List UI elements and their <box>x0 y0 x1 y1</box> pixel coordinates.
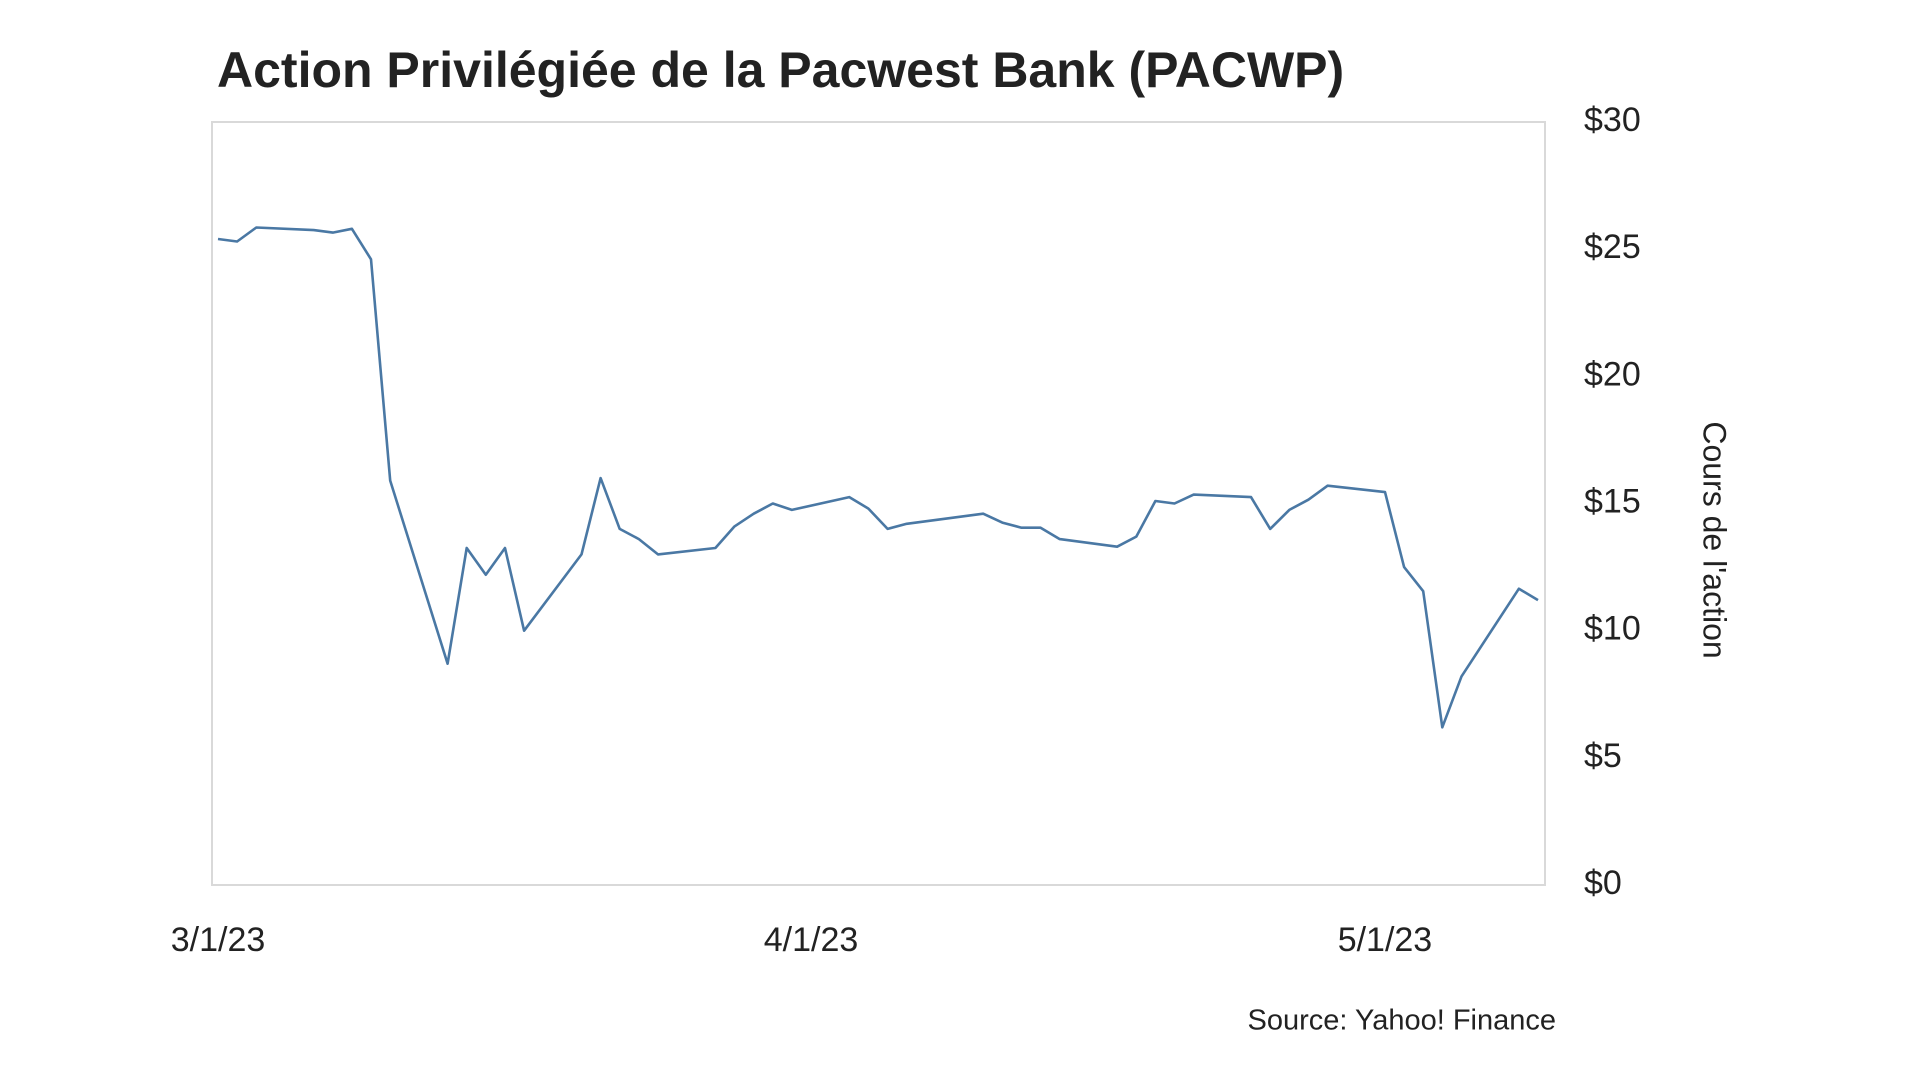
y-tick-label: $5 <box>1584 737 1622 775</box>
source-note: Source: Yahoo! Finance <box>1248 1005 1556 1037</box>
y-tick-label: $10 <box>1584 610 1641 648</box>
chart-title: Action Privilégiée de la Pacwest Bank (P… <box>217 42 1344 98</box>
x-tick-label: 3/1/23 <box>171 921 266 959</box>
y-tick-label: $15 <box>1584 482 1641 520</box>
y-tick-label: $25 <box>1584 228 1641 266</box>
y-tick-label: $30 <box>1584 101 1641 139</box>
x-tick-label: 5/1/23 <box>1338 921 1433 959</box>
price-line <box>217 226 1539 729</box>
y-tick-label: $0 <box>1584 864 1622 902</box>
x-tick-label: 4/1/23 <box>764 921 859 959</box>
y-tick-label: $20 <box>1584 355 1641 393</box>
plot-frame <box>211 121 1546 886</box>
y-axis-label: Cours de l'action <box>1697 421 1733 658</box>
